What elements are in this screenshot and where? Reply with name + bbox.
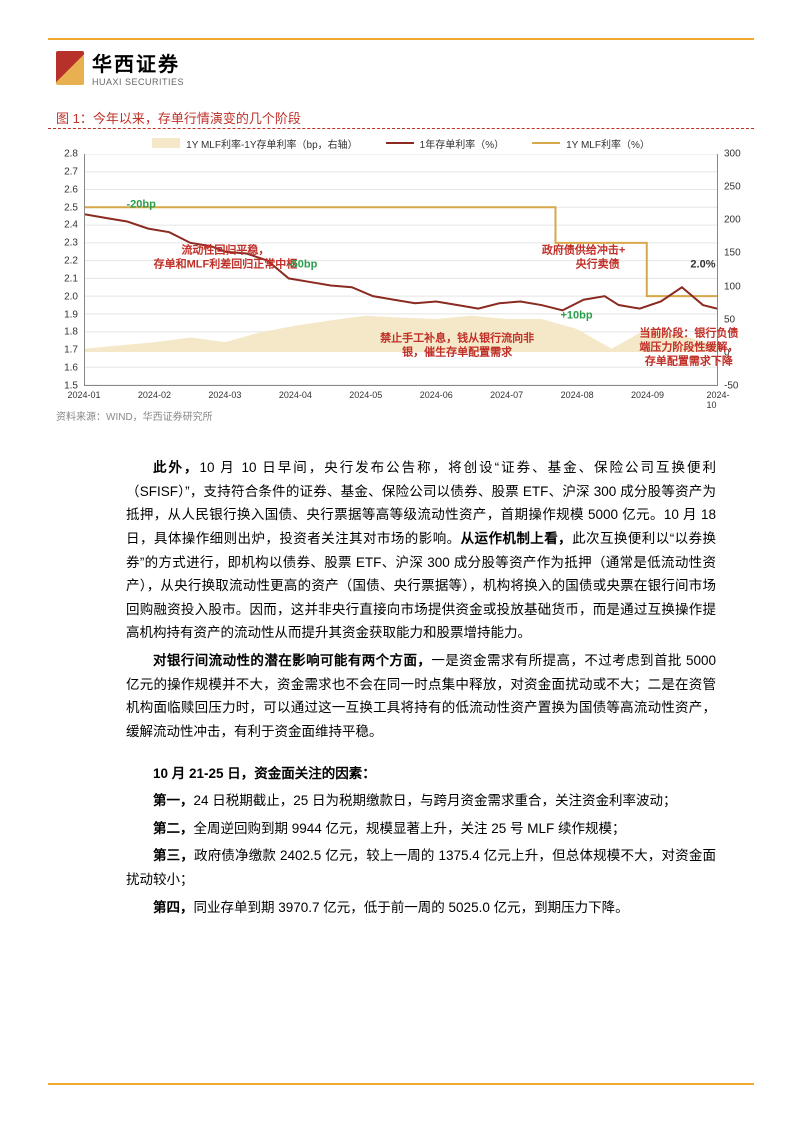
y-axis-right: -50050100150200250300 [720, 154, 754, 386]
b2-text: 全周逆回购到期 9944 亿元，规模显著上升，关注 25 号 MLF 续作规模； [194, 821, 626, 836]
legend-item-mlf: 1Y MLF利率（%） [532, 134, 650, 152]
logo-mark-icon [56, 51, 84, 85]
bullet-2: 第二，全周逆回购到期 9944 亿元，规模显著上升，关注 25 号 MLF 续作… [126, 817, 716, 841]
b1-lead: 第一， [153, 793, 194, 808]
legend-swatch-icon [152, 138, 180, 148]
legend-label: 1Y MLF利率（%） [566, 136, 650, 151]
b3-lead: 第三， [153, 848, 194, 863]
section-title: 10 月 21-25 日，资金面关注的因素： [126, 762, 716, 786]
bullet-1: 第一，24 日税期截止，25 日为税期缴款日，与跨月资金需求重合，关注资金利率波… [126, 789, 716, 813]
legend-label: 1年存单利率（%） [420, 136, 504, 151]
logo-en-text: HUAXI SECURITIES [92, 77, 184, 87]
b4-lead: 第四， [153, 900, 194, 915]
b4-text: 同业存单到期 3970.7 亿元，低于前一周的 5025.0 亿元，到期压力下降… [194, 900, 629, 915]
legend-item-deposit: 1年存单利率（%） [386, 134, 504, 152]
chart-plot: -20bp流动性回归平稳，存单和MLF利差回归正常中枢-50bp禁止手工补息，钱… [84, 154, 718, 386]
p1-lead: 此外， [153, 460, 199, 475]
b3-text: 政府债净缴款 2402.5 亿元，较上一周的 1375.4 亿元上升，但总体规模… [126, 848, 716, 887]
y-axis-left: 1.51.61.71.81.92.02.12.22.32.42.52.62.72… [48, 154, 82, 386]
paragraph-2: 对银行间流动性的潜在影响可能有两个方面，一是资金需求有所提高，不过考虑到首批 5… [126, 649, 716, 744]
p2-lead: 对银行间流动性的潜在影响可能有两个方面， [153, 653, 431, 668]
logo-cn-text: 华西证券 [92, 48, 184, 77]
chart-source: 资料来源：WIND，华西证券研究所 [56, 408, 213, 423]
bottom-border [48, 1083, 754, 1085]
chart-title: 图 1：今年以来，存单行情演变的几个阶段 [56, 108, 301, 127]
b1-text: 24 日税期截止，25 日为税期缴款日，与跨月资金需求重合，关注资金利率波动； [194, 793, 677, 808]
legend-line-icon [532, 142, 560, 144]
legend-item-spread: 1Y MLF利率-1Y存单利率（bp，右轴） [152, 134, 358, 152]
chart-container: 1Y MLF利率-1Y存单利率（bp，右轴） 1年存单利率（%） 1Y MLF利… [48, 132, 754, 404]
p1-lead2: 从运作机制上看， [461, 531, 573, 546]
p1b-text: 此次互换便利以“以券换券”的方式进行，即机构以债券、股票 ETF、沪深 300 … [126, 531, 716, 641]
chart-legend: 1Y MLF利率-1Y存单利率（bp，右轴） 1年存单利率（%） 1Y MLF利… [48, 134, 754, 152]
company-logo: 华西证券 HUAXI SECURITIES [56, 48, 184, 87]
legend-line-icon [386, 142, 414, 144]
paragraph-1: 此外，10 月 10 日早间，央行发布公告称，将创设“证券、基金、保险公司互换便… [126, 456, 716, 645]
legend-label: 1Y MLF利率-1Y存单利率（bp，右轴） [186, 136, 358, 151]
top-border [48, 38, 754, 40]
bullet-3: 第三，政府债净缴款 2402.5 亿元，较上一周的 1375.4 亿元上升，但总… [126, 844, 716, 891]
bullet-4: 第四，同业存单到期 3970.7 亿元，低于前一周的 5025.0 亿元，到期压… [126, 896, 716, 920]
body-text: 此外，10 月 10 日早间，央行发布公告称，将创设“证券、基金、保险公司互换便… [126, 456, 716, 923]
b2-lead: 第二， [153, 821, 194, 836]
chart-title-underline [48, 128, 754, 129]
x-axis: 2024-012024-022024-032024-042024-052024-… [84, 388, 718, 404]
chart-svg [85, 154, 717, 385]
